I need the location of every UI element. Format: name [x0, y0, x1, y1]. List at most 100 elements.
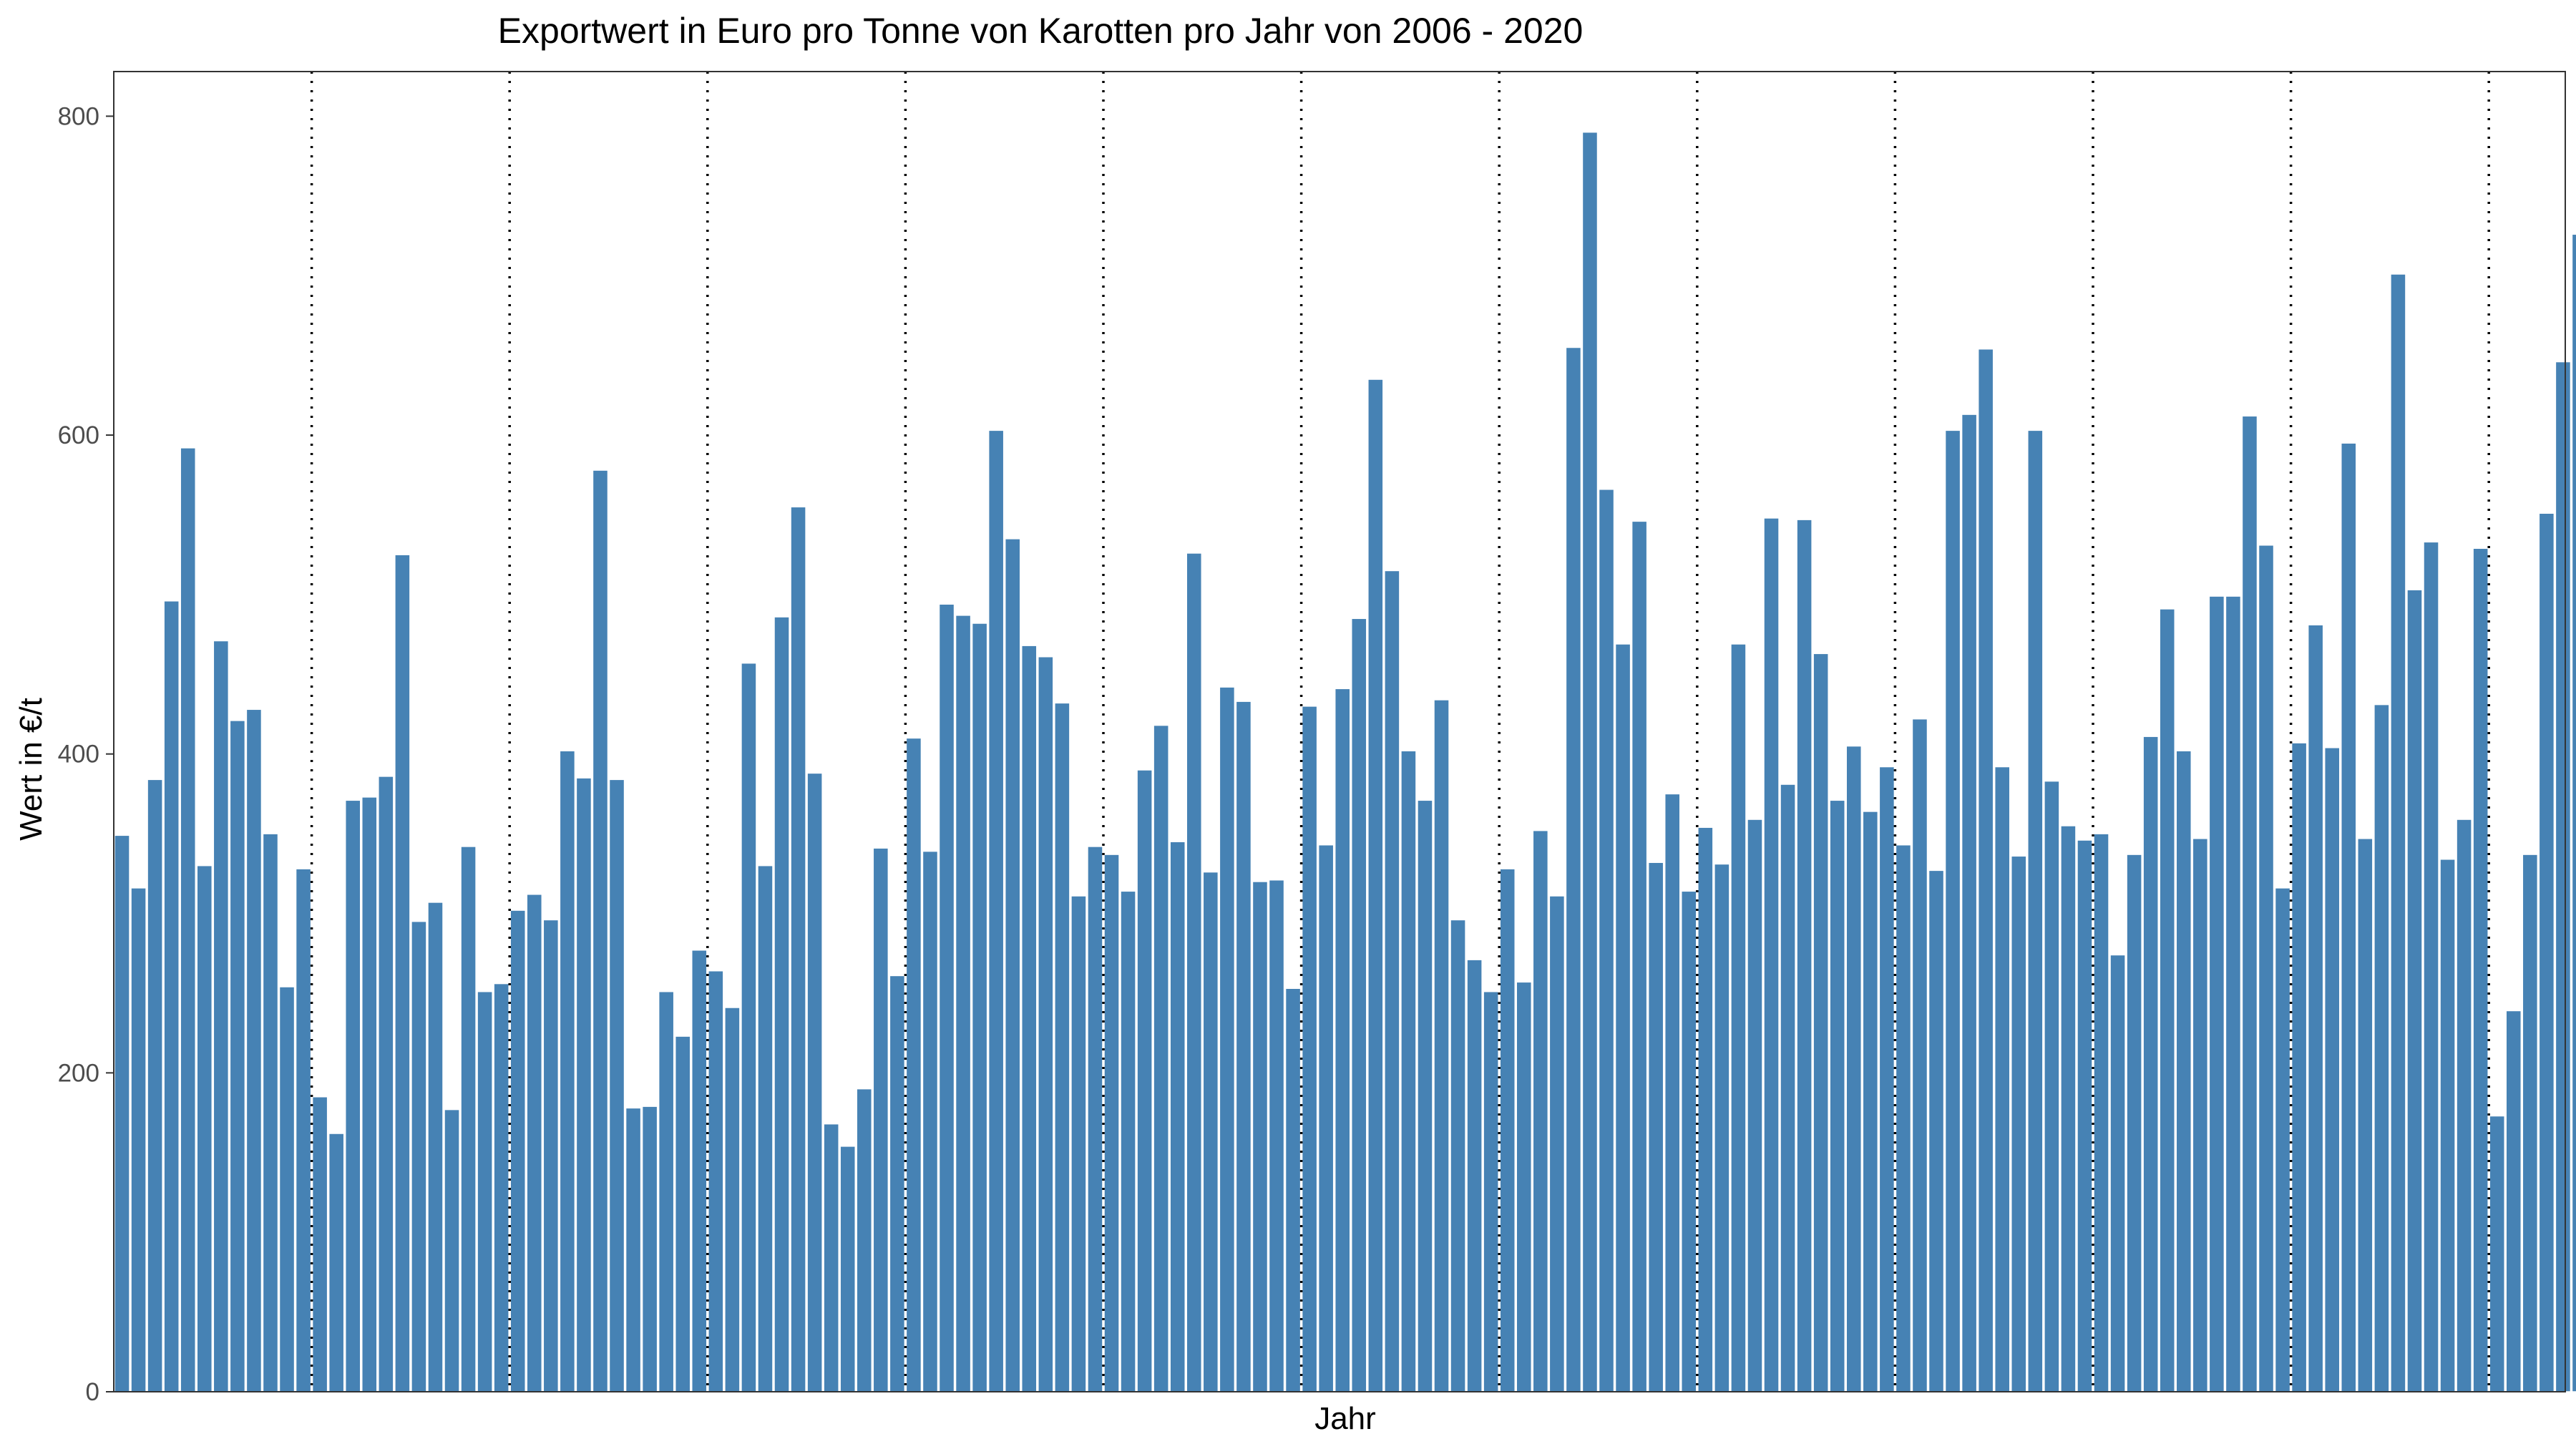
bar	[889, 975, 906, 1392]
bar	[2274, 887, 2291, 1392]
bar	[1548, 895, 1566, 1392]
y-axis-title: Wert in €/t	[14, 698, 49, 841]
bar	[774, 616, 790, 1392]
bar	[641, 1106, 658, 1392]
bar	[658, 990, 675, 1392]
bar	[2373, 703, 2390, 1392]
bar	[1466, 959, 1483, 1392]
y-tick-label: 0	[86, 1378, 99, 1406]
bar	[1136, 769, 1153, 1392]
y-tick-label: 800	[58, 102, 99, 130]
bar	[245, 708, 263, 1392]
bar	[1004, 538, 1021, 1392]
bar	[856, 1088, 873, 1392]
bar	[674, 1035, 691, 1392]
bar	[2011, 855, 2027, 1392]
bar	[905, 737, 922, 1392]
bar	[1021, 645, 1038, 1392]
bar	[2571, 233, 2576, 1392]
bar	[2258, 545, 2275, 1392]
bar	[575, 777, 592, 1392]
bar	[114, 834, 130, 1392]
bar	[872, 847, 889, 1392]
y-tick-label: 200	[58, 1059, 99, 1087]
bar	[2489, 1115, 2505, 1392]
bar	[2323, 747, 2341, 1392]
bar	[1928, 869, 1945, 1392]
bar	[1384, 570, 1400, 1392]
bar	[1747, 819, 1763, 1392]
bar	[1153, 724, 1169, 1392]
bar	[2208, 595, 2225, 1392]
bar	[2142, 736, 2159, 1392]
bar	[1878, 766, 1896, 1392]
bar	[1235, 701, 1252, 1392]
bar	[1697, 826, 1714, 1392]
bar	[163, 600, 180, 1392]
bar	[361, 796, 378, 1392]
bar	[1796, 519, 1813, 1392]
bar	[542, 919, 560, 1392]
bar	[2456, 819, 2472, 1392]
bar	[1219, 686, 1236, 1392]
bar	[1730, 643, 1747, 1392]
bar	[1614, 643, 1631, 1392]
bar	[311, 1096, 328, 1392]
bar	[1103, 854, 1120, 1392]
bar	[1483, 990, 1499, 1392]
bar	[2357, 838, 2373, 1392]
bar	[559, 750, 576, 1392]
bar	[1647, 862, 1664, 1392]
bar	[180, 447, 196, 1392]
bar	[1994, 766, 2011, 1392]
bar	[2439, 859, 2456, 1392]
bar	[1565, 346, 1582, 1392]
y-axis: 0 200 400 600 800	[58, 102, 114, 1406]
bar	[2093, 833, 2109, 1392]
bar	[278, 986, 296, 1392]
bar	[1334, 688, 1351, 1392]
bar	[1169, 841, 1186, 1392]
bar	[1664, 793, 1681, 1392]
bar	[1268, 879, 1285, 1392]
bar	[2126, 854, 2142, 1392]
bar	[922, 850, 939, 1392]
bar	[1087, 846, 1103, 1392]
bar	[2390, 273, 2406, 1392]
bar	[1813, 653, 1829, 1392]
bar	[625, 1107, 642, 1392]
bar	[1351, 618, 1367, 1392]
bar	[344, 799, 361, 1392]
bar	[427, 902, 444, 1392]
bar	[196, 864, 213, 1392]
plot-panel-border	[113, 71, 2566, 1392]
bar	[987, 429, 1005, 1392]
bar	[938, 603, 955, 1392]
bar	[1499, 868, 1516, 1392]
bar	[1532, 829, 1549, 1392]
bar	[1038, 656, 1054, 1392]
bar	[509, 909, 527, 1392]
bar	[1581, 131, 1599, 1392]
bar	[1054, 702, 1070, 1392]
bar	[823, 1123, 839, 1392]
bar	[741, 662, 757, 1392]
bar	[147, 779, 163, 1392]
bar	[1317, 844, 1335, 1392]
bar	[1202, 871, 1219, 1392]
bar	[213, 640, 230, 1392]
bar	[2522, 854, 2539, 1392]
bar	[2341, 442, 2357, 1392]
bar	[2290, 742, 2308, 1392]
bar	[493, 982, 509, 1392]
bar	[1433, 699, 1450, 1392]
bar	[592, 469, 609, 1392]
bar	[1862, 811, 1879, 1392]
bar	[2077, 839, 2093, 1392]
bar	[790, 506, 806, 1392]
bar	[608, 779, 625, 1392]
bar	[1598, 489, 1615, 1392]
bar	[806, 772, 823, 1392]
bar	[1417, 799, 1433, 1392]
